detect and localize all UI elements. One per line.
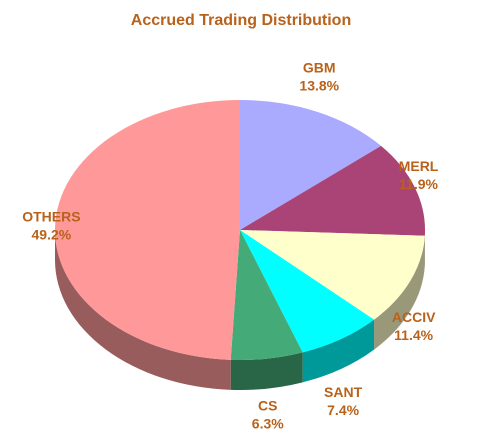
slice-side [55, 230, 231, 390]
slice [240, 230, 375, 353]
slice [240, 230, 425, 320]
slice [55, 100, 240, 360]
slice-value-label: 13.8% [299, 77, 339, 93]
slice [230, 230, 303, 361]
slice-value-label: 11.9% [399, 176, 438, 192]
slice-value-label: 11.4% [394, 327, 433, 343]
slice-label: MERL [399, 158, 439, 174]
slice-label: SANT [324, 384, 363, 400]
slice-label: OTHERS [22, 208, 80, 224]
slice [240, 100, 382, 230]
chart-title: Accrued Trading Distribution [131, 12, 351, 29]
slice-side [374, 235, 425, 350]
slice-label: GBM [303, 59, 336, 75]
slice-value-label: 49.2% [32, 226, 72, 242]
slice-side [230, 352, 303, 391]
slice-label: ACCIV [392, 309, 436, 325]
slice-value-label: 6.3% [252, 416, 284, 432]
slice [240, 145, 426, 236]
slice-side [302, 319, 375, 383]
slice-value-label: 7.4% [327, 402, 359, 418]
slice-label: CS [258, 398, 277, 414]
